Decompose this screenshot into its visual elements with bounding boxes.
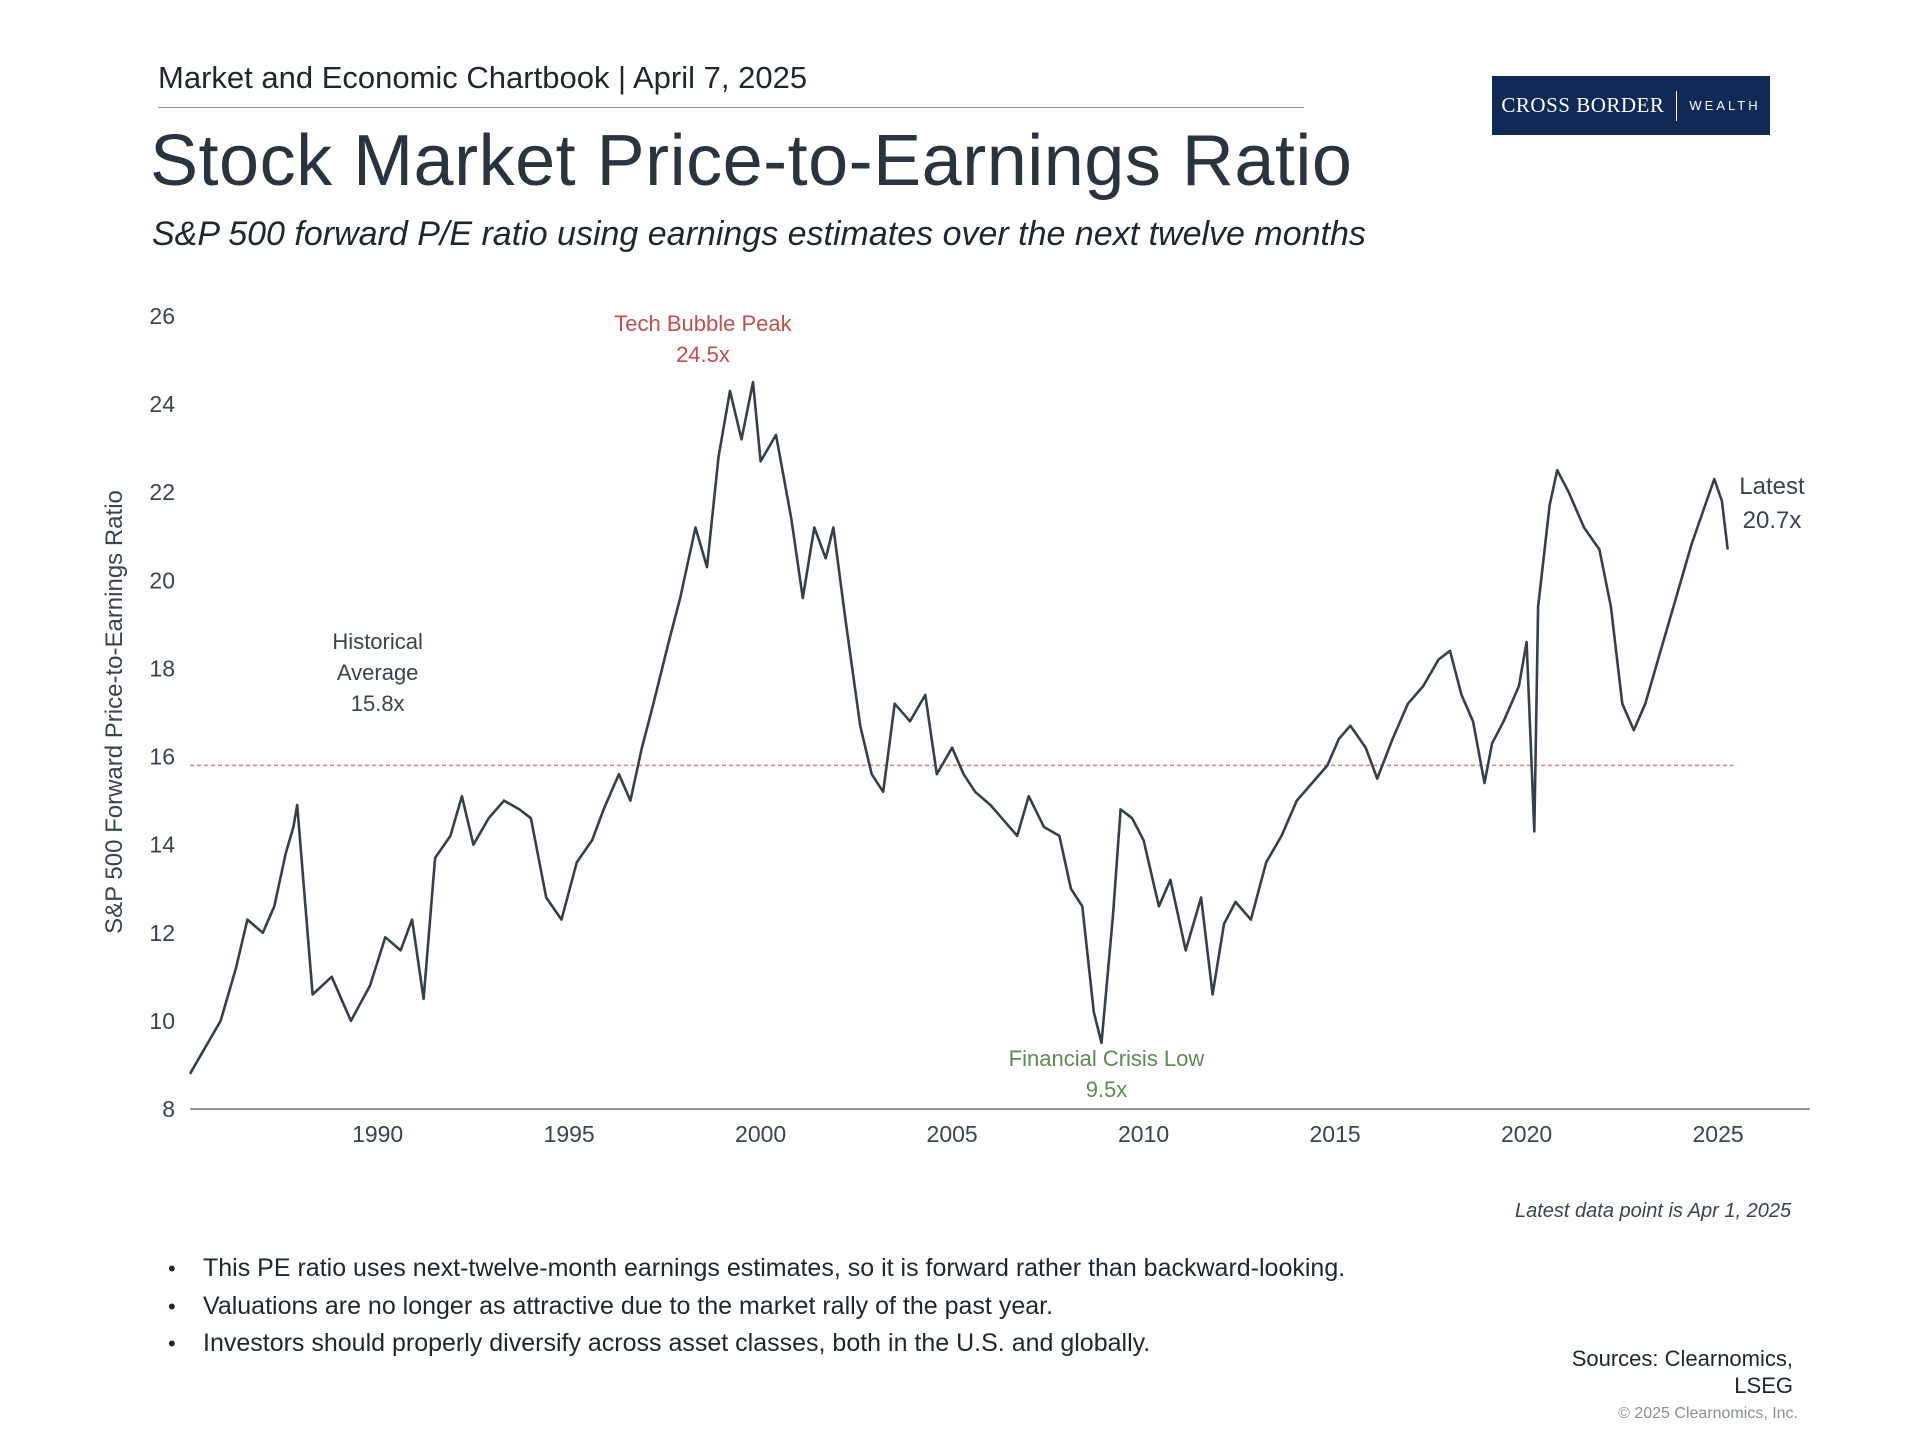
x-axis-ticks: 1990 1995 2000 2005 2010 2015 2020 2025	[352, 1121, 1744, 1147]
y-tick-label: 8	[162, 1096, 175, 1122]
chartbook-header: Market and Economic Chartbook | April 7,…	[158, 60, 808, 95]
latest-data-footnote: Latest data point is Apr 1, 2025	[1515, 1200, 1792, 1222]
logo-sub-text: WEALTH	[1689, 98, 1761, 113]
copyright: © 2025 Clearnomics, Inc.	[1618, 1405, 1798, 1422]
sources-line-1: Sources: Clearnomics,	[1571, 1346, 1793, 1371]
brand-logo: CROSS BORDER WEALTH	[1492, 76, 1770, 135]
sources-line-2: LSEG	[1734, 1373, 1793, 1398]
y-tick-label: 20	[149, 567, 175, 593]
page-title: Stock Market Price-to-Earnings Ratio	[150, 121, 1353, 201]
y-tick-label: 18	[149, 655, 175, 681]
logo-divider	[1676, 90, 1678, 121]
bullet-item: • This PE ratio uses next-twelve-month ea…	[168, 1250, 1345, 1288]
y-tick-label: 10	[149, 1008, 175, 1034]
y-tick-label: 12	[149, 920, 175, 946]
financial-crisis-value: 9.5x	[1086, 1077, 1128, 1102]
x-tick-label: 1995	[544, 1121, 595, 1147]
latest-label: Latest	[1739, 473, 1805, 500]
y-tick-label: 26	[149, 303, 175, 329]
header-rule	[158, 107, 1304, 108]
tech-bubble-label: Tech Bubble Peak	[614, 311, 792, 336]
bullet-dot-icon: •	[168, 1331, 176, 1356]
bullet-text: Valuations are no longer as attractive d…	[203, 1291, 1054, 1320]
historical-average-label-line1: Historical	[332, 629, 422, 654]
y-tick-label: 14	[149, 832, 175, 858]
x-tick-label: 2015	[1310, 1121, 1361, 1147]
x-tick-label: 2025	[1692, 1121, 1743, 1147]
y-tick-label: 22	[149, 479, 175, 505]
x-tick-label: 2005	[927, 1121, 978, 1147]
historical-average-label-line2: Average	[337, 660, 419, 685]
pe-ratio-series-line	[188, 380, 1729, 1075]
y-axis-label: S&P 500 Forward Price-to-Earnings Ratio	[101, 490, 128, 934]
logo-main-text: CROSS BORDER	[1501, 93, 1665, 117]
x-tick-label: 2020	[1501, 1121, 1552, 1147]
bullet-dot-icon: •	[168, 1293, 176, 1319]
bullet-text: Investors should properly diversify acro…	[203, 1329, 1151, 1357]
y-axis-ticks: 8 10 12 14 16 18 20 22 24 26	[149, 303, 175, 1122]
bullet-dot-icon: •	[168, 1256, 176, 1281]
bullet-item: • Investors should properly diversify acr…	[168, 1325, 1345, 1363]
x-tick-label: 2000	[735, 1121, 786, 1147]
page-subtitle: S&P 500 forward P/E ratio using earnings…	[152, 215, 1366, 253]
historical-average-value: 15.8x	[351, 691, 405, 716]
latest-value: 20.7x	[1743, 507, 1802, 534]
tech-bubble-value: 24.5x	[676, 342, 730, 367]
x-tick-label: 1990	[352, 1121, 403, 1147]
y-tick-label: 24	[149, 391, 175, 417]
bullet-list: • This PE ratio uses next-twelve-month ea…	[168, 1250, 1345, 1363]
y-tick-label: 16	[149, 744, 175, 770]
bullet-item: • Valuations are no longer as attractive …	[168, 1288, 1345, 1326]
sources: Sources: Clearnomics, LSEG	[1480, 1345, 1793, 1399]
x-tick-label: 2010	[1118, 1121, 1169, 1147]
financial-crisis-label: Financial Crisis Low	[1009, 1046, 1205, 1071]
bullet-text: This PE ratio uses next-twelve-month ear…	[203, 1254, 1346, 1282]
